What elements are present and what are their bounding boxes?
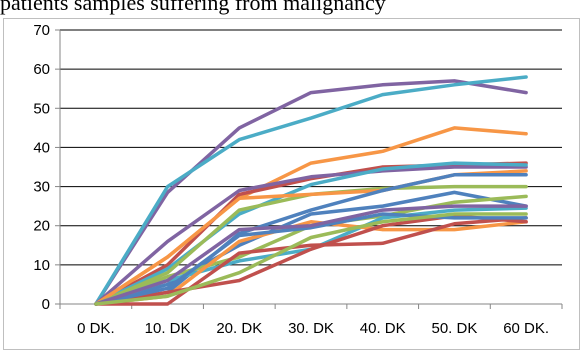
series-line-10 <box>94 190 528 306</box>
series-line-1 <box>94 79 528 306</box>
y-tick-label: 20 <box>33 218 50 235</box>
x-tick-label: 0 DK. <box>77 320 115 337</box>
y-tick-label: 40 <box>33 139 50 156</box>
series-line-6 <box>94 161 528 306</box>
x-tick-label: 60 DK. <box>503 320 549 337</box>
y-tick-label: 0 <box>42 296 50 313</box>
y-tick-label: 10 <box>33 257 50 274</box>
x-tick-label: 50. DK <box>431 320 477 337</box>
x-tick-label: 10. DK <box>145 320 191 337</box>
y-tick-label: 60 <box>33 61 50 78</box>
figure-caption: patients samples suffering from malignan… <box>0 0 386 15</box>
x-tick-label: 20. DK <box>216 320 262 337</box>
x-tick-label: 30. DK <box>288 320 334 337</box>
series-line-14 <box>94 216 528 306</box>
series-line-17 <box>94 204 528 306</box>
series-line-2 <box>94 75 528 306</box>
series-line-18 <box>94 212 528 306</box>
series-line-15 <box>94 214 528 306</box>
series-line-5 <box>94 165 528 306</box>
x-tick-label: 40. DK <box>360 320 406 337</box>
y-tick-label: 30 <box>33 179 50 196</box>
y-tick-label: 50 <box>33 100 50 117</box>
series-line-4 <box>94 161 528 306</box>
series-line-16 <box>94 212 528 306</box>
y-tick-label: 70 <box>33 22 50 39</box>
